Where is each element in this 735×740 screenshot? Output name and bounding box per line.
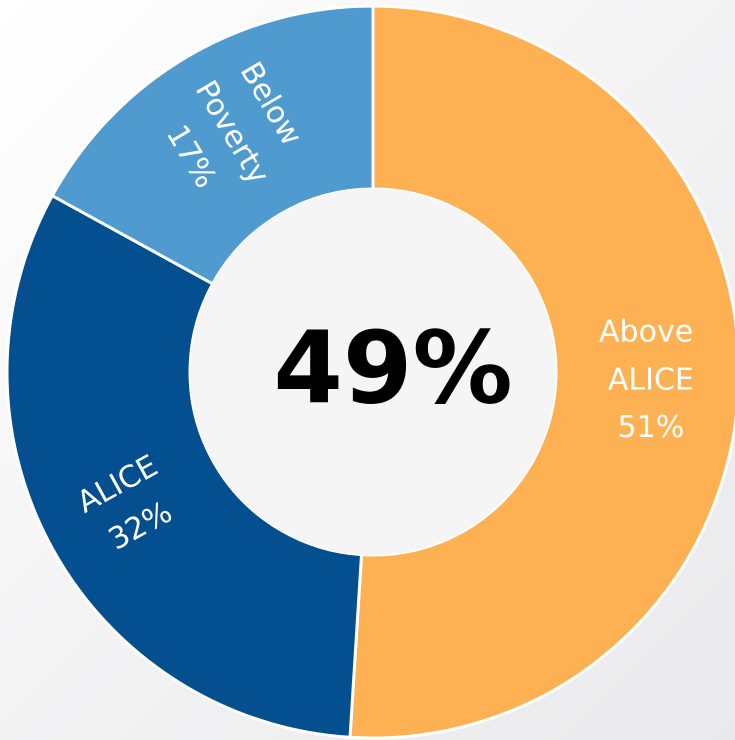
value-label: 51% bbox=[618, 410, 685, 445]
category-label: Above ALICE bbox=[599, 314, 703, 397]
donut-hole bbox=[190, 189, 556, 555]
center-label: 49% bbox=[273, 309, 512, 426]
slice-label: Above ALICE 51% bbox=[599, 314, 703, 445]
